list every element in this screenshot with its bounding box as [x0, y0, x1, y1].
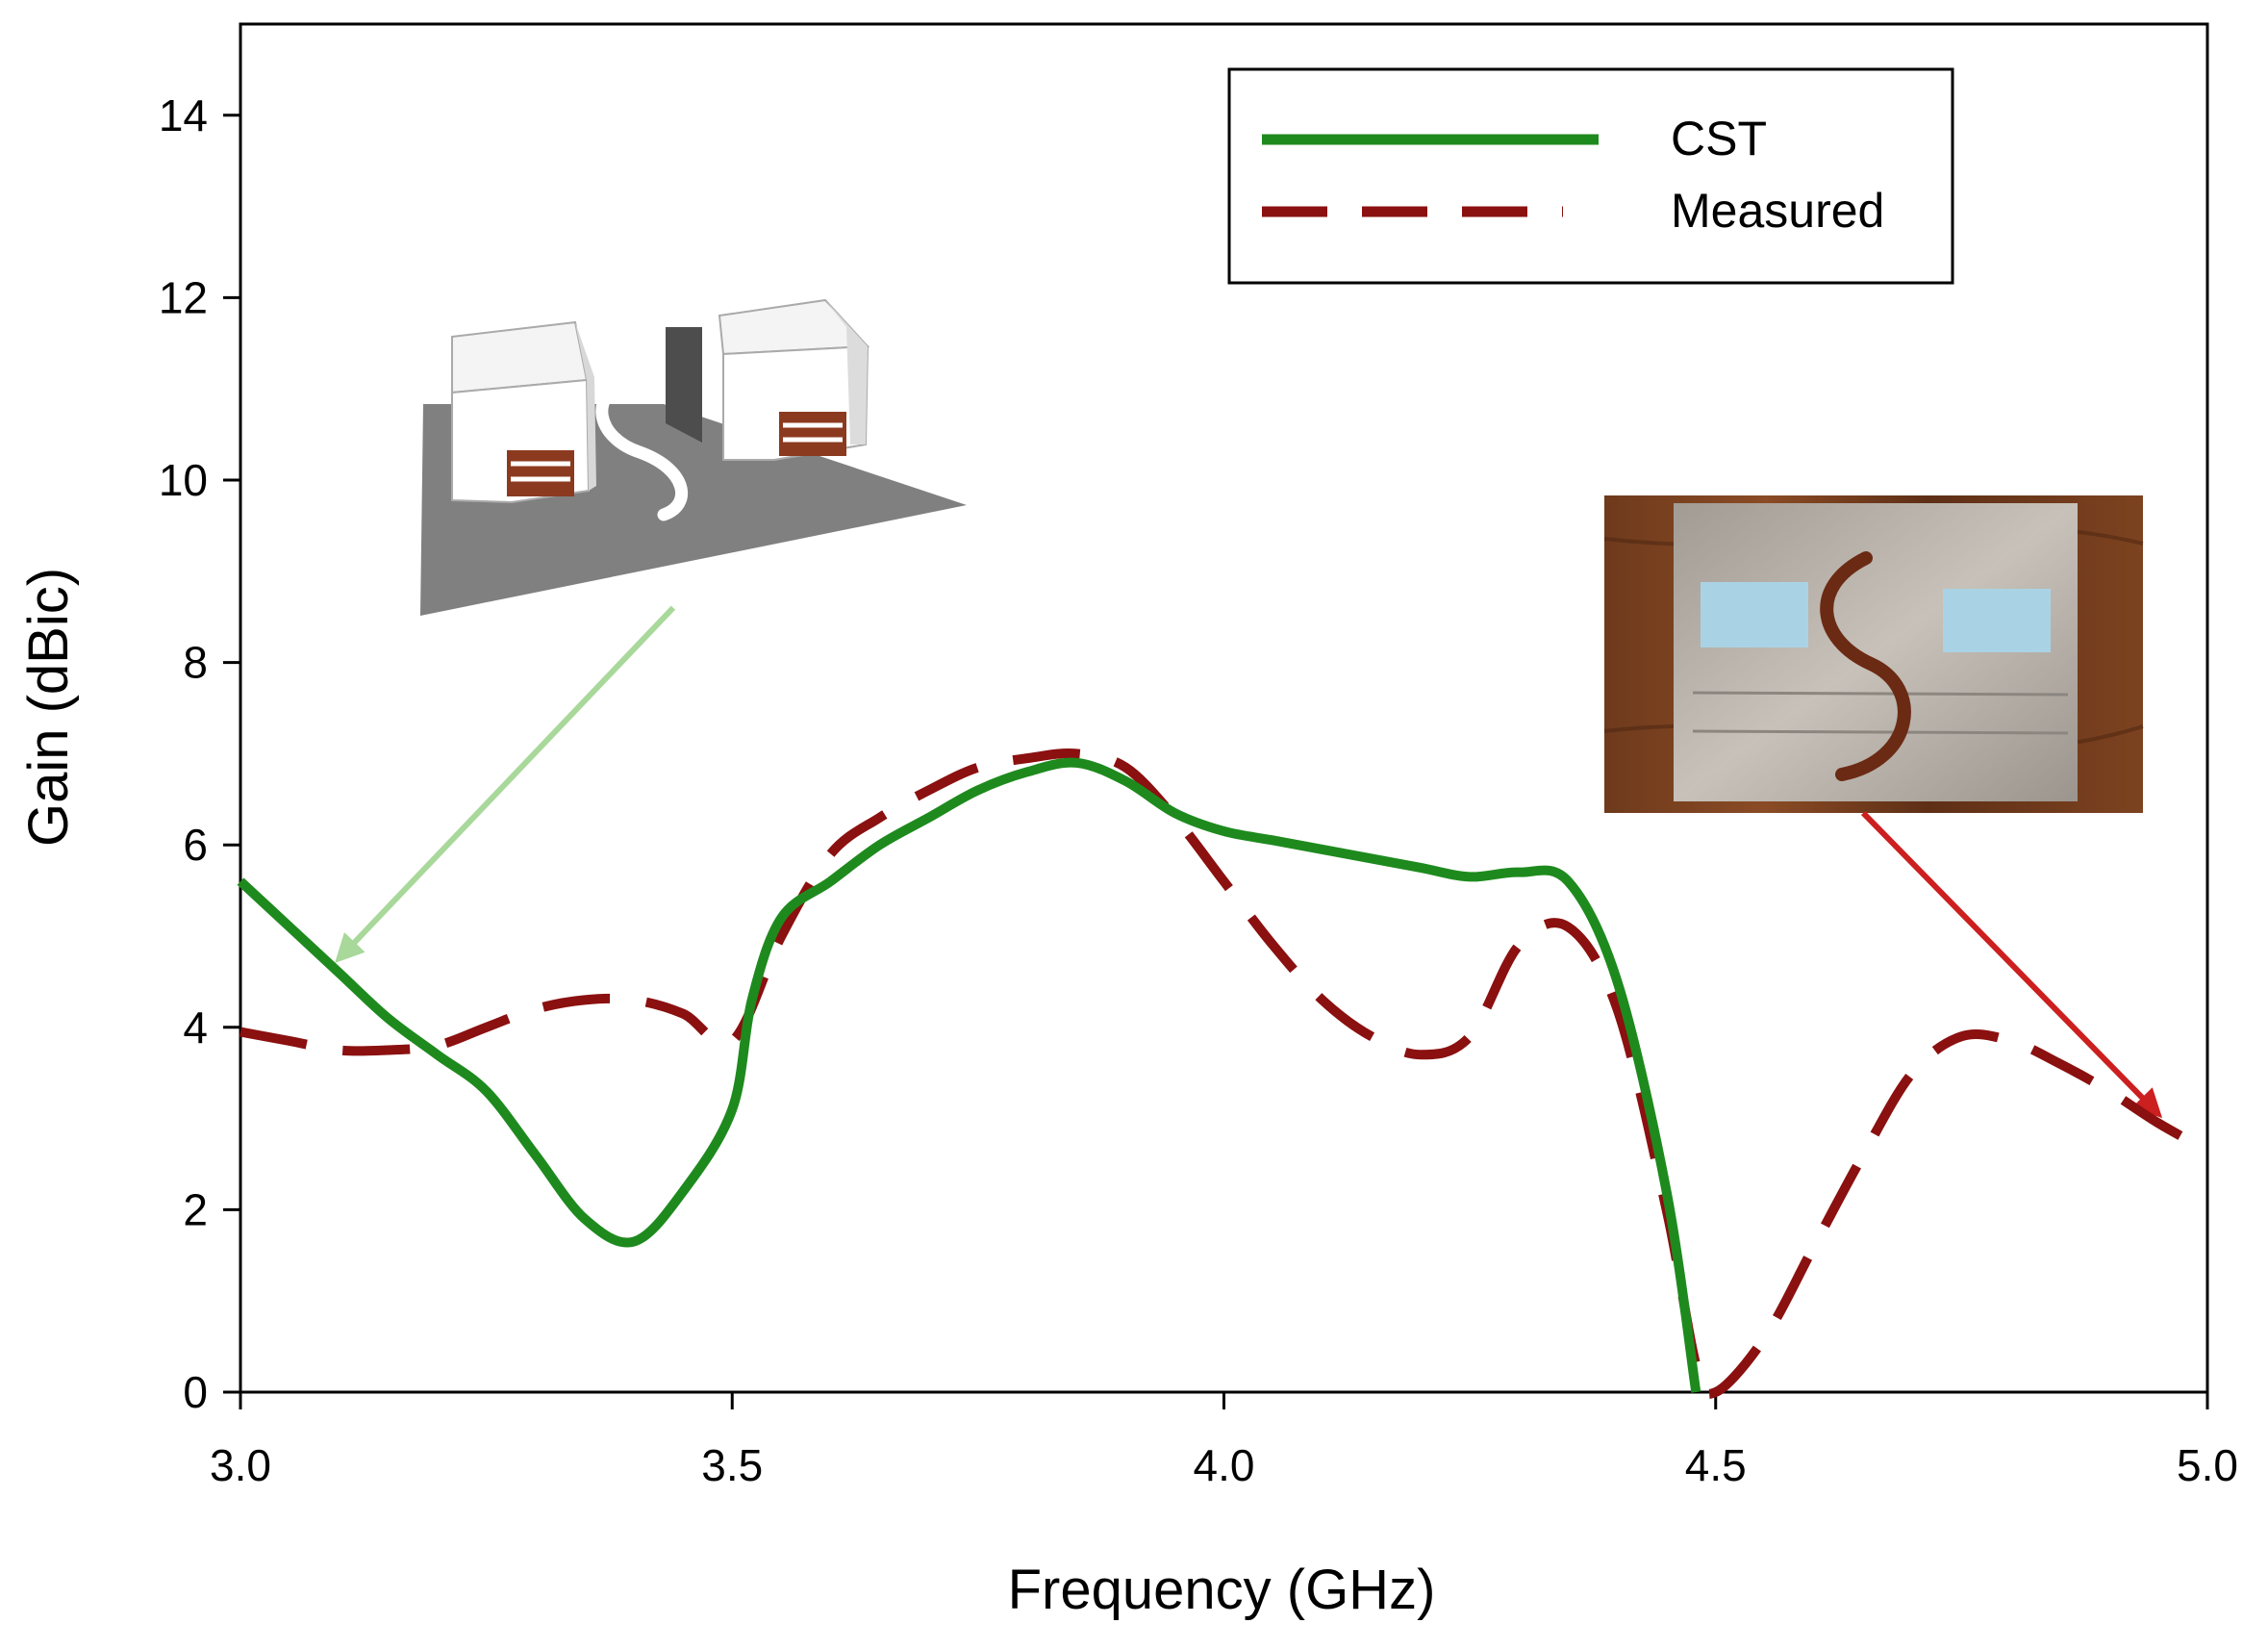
y-tick-label: 12: [159, 272, 208, 322]
y-tick-label: 0: [183, 1367, 208, 1417]
legend-box: [1227, 67, 1954, 285]
x-tick-label: 5.0: [2177, 1440, 2238, 1490]
series-line-cst: [237, 757, 1701, 1393]
x-axis-ticks: 3.0 3.5 4.0 4.5 5.0: [210, 1392, 2238, 1490]
y-tick-label: 2: [183, 1184, 208, 1234]
antenna-3d-model-illustration: [420, 298, 967, 616]
x-tick-label: 3.0: [210, 1440, 271, 1490]
y-tick-label: 10: [159, 455, 208, 505]
simulated-model-arrow: [335, 605, 676, 964]
y-axis-title: Gain (dBic): [17, 568, 80, 847]
y-tick-label: 6: [183, 820, 208, 870]
y-tick-label: 4: [183, 1002, 208, 1053]
legend-label-cst: CST: [1671, 112, 1767, 165]
antenna-prototype-photo: [1603, 495, 2144, 813]
y-tick-label: 8: [183, 638, 208, 688]
y-tick-label: 14: [159, 90, 208, 140]
series-layer: [237, 748, 2210, 1399]
x-tick-label: 3.5: [701, 1440, 763, 1490]
y-axis-ticks: 0 2 4 6 8 10 12 14: [159, 90, 240, 1417]
prototype-photo-arrow: [1860, 810, 2163, 1119]
series-line-measured: [239, 748, 2210, 1399]
x-axis-title: Frequency (GHz): [1008, 1559, 1436, 1621]
legend: CST Measured: [1227, 67, 1954, 285]
x-tick-label: 4.0: [1194, 1440, 1255, 1490]
legend-label-measured: Measured: [1671, 184, 1884, 238]
x-tick-label: 4.5: [1685, 1440, 1747, 1490]
